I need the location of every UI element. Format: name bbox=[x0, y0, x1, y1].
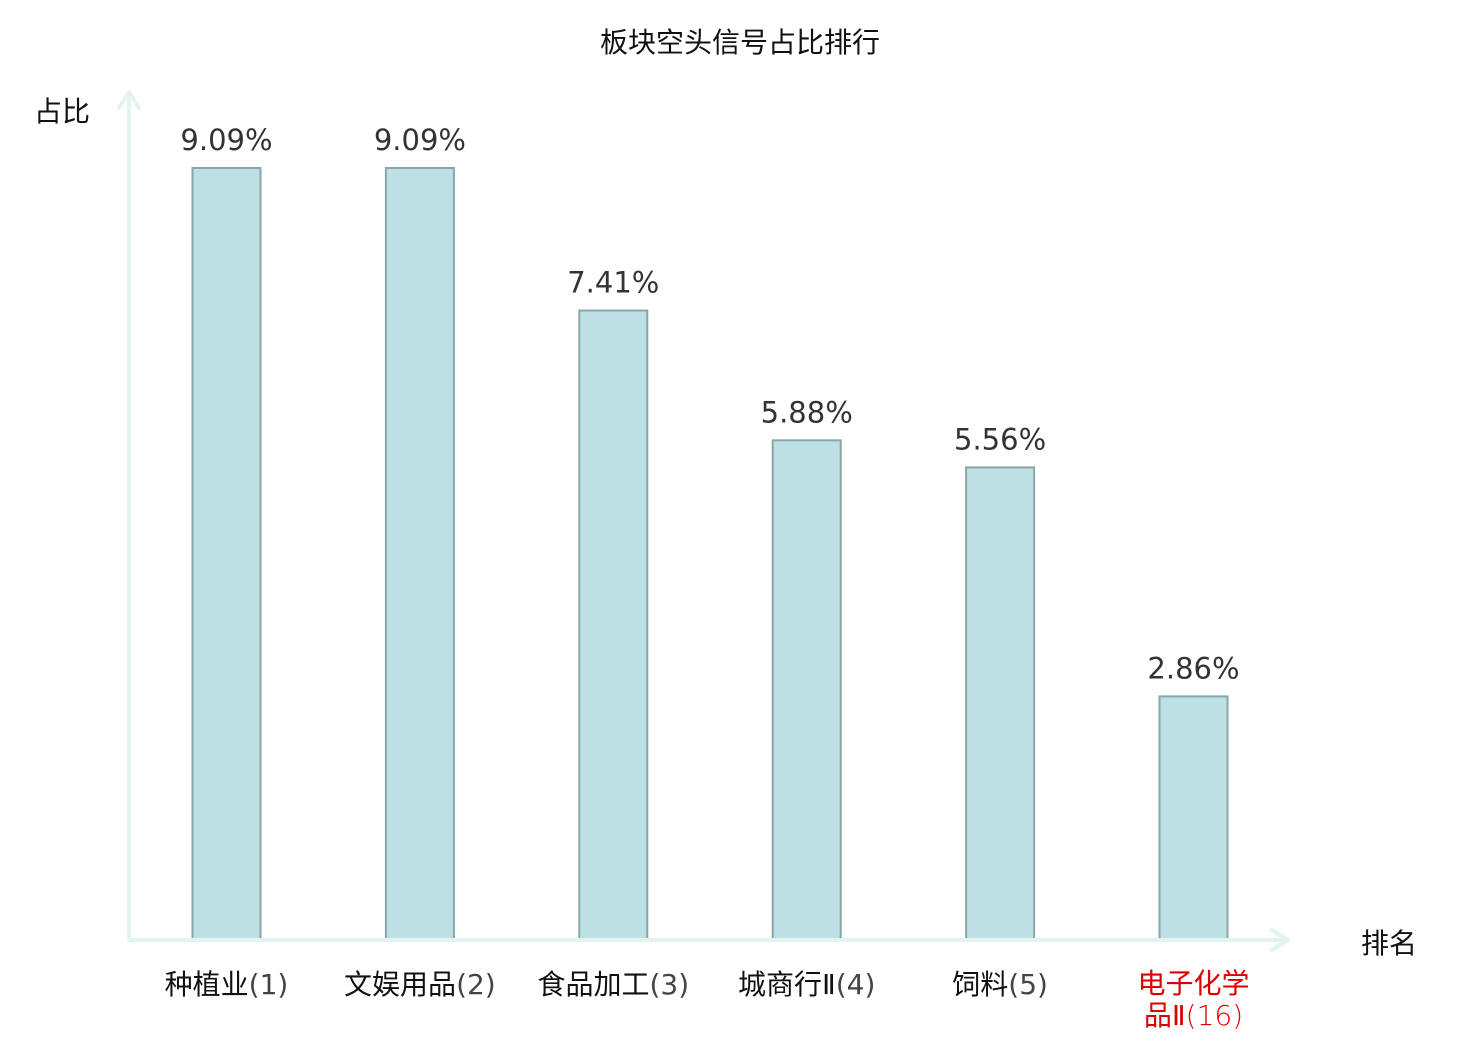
category-label: 种植业(1) bbox=[165, 968, 289, 1001]
value-labels-group: 9.09% 9.09% 7.41% 5.88% 5.56% 2.86% bbox=[180, 123, 1239, 685]
category-label: 饲料(5) bbox=[952, 968, 1048, 1001]
category-label: 城商行Ⅱ(4) bbox=[738, 968, 875, 1001]
y-axis-arrow bbox=[117, 90, 141, 110]
category-labels-group: 种植业(1) 文娱用品(2) 食品加工(3) 城商行Ⅱ(4) 饲料(5) 电子化学品Ⅱ(1… bbox=[165, 967, 1250, 1032]
y-axis-label: 占比 bbox=[34, 95, 90, 128]
chart-title: 板块空头信号占比排行 bbox=[600, 26, 880, 59]
bar-value-label: 9.09% bbox=[374, 123, 466, 157]
bars-group bbox=[191, 167, 1229, 941]
bar bbox=[965, 466, 1036, 940]
category-label: 食品加工(3) bbox=[537, 968, 689, 1001]
bar-value-label: 9.09% bbox=[180, 123, 272, 157]
bar bbox=[578, 309, 649, 940]
bar-value-label: 5.56% bbox=[954, 422, 1046, 456]
bar bbox=[771, 439, 842, 940]
bar-value-label: 5.88% bbox=[761, 395, 853, 429]
bar bbox=[191, 167, 262, 940]
bar-value-label: 2.86% bbox=[1147, 651, 1239, 685]
category-label: 品Ⅱ(16) bbox=[1144, 999, 1243, 1032]
bar-value-label: 7.41% bbox=[567, 266, 659, 300]
x-axis-label: 排名 bbox=[1361, 927, 1417, 960]
bar bbox=[384, 167, 455, 940]
category-label: 电子化学 bbox=[1137, 967, 1249, 1000]
category-label: 文娱用品(2) bbox=[344, 968, 496, 1001]
bar bbox=[1158, 695, 1229, 941]
x-axis-arrow bbox=[1270, 928, 1290, 952]
axes-group bbox=[117, 90, 1290, 952]
